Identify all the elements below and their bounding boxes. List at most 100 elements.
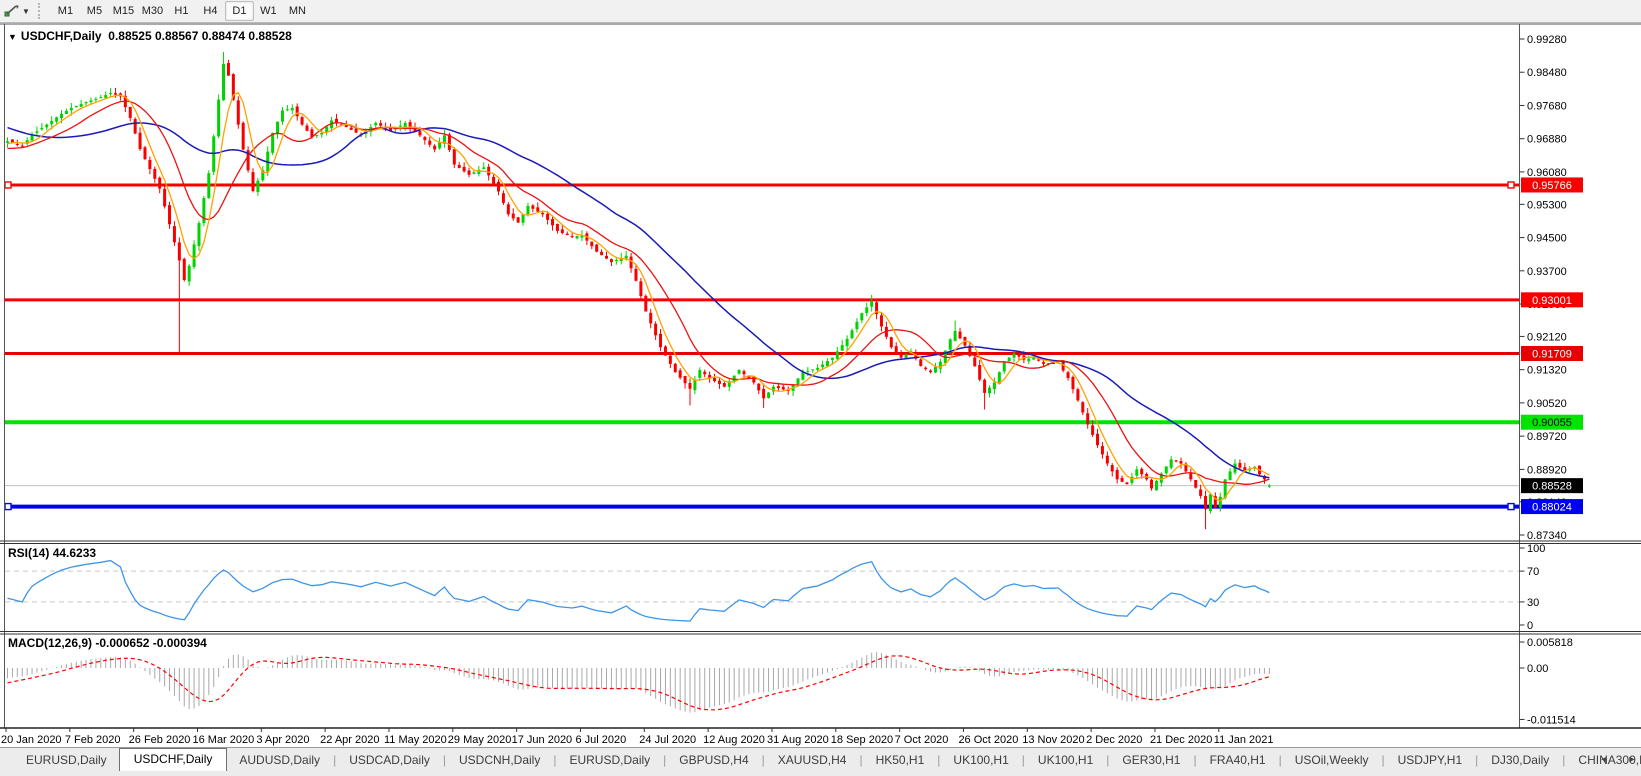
tab-separator: | xyxy=(1193,753,1197,767)
chart-symbol-label: ▼ USDCHF,Daily 0.88525 0.88567 0.88474 0.… xyxy=(8,29,292,43)
chart-tab-uk100-h1[interactable]: UK100,H1 xyxy=(953,753,1009,767)
chart-tab-usdjpy-h1[interactable]: USDJPY,H1 xyxy=(1397,753,1463,767)
chart-tab-usdchf-daily[interactable]: USDCHF,Daily xyxy=(118,747,228,773)
timeframe-button-m30[interactable]: M30 xyxy=(141,5,164,17)
svg-text:6 Jul 2020: 6 Jul 2020 xyxy=(575,734,626,746)
macd-values: -0.000652 -0.000394 xyxy=(95,636,207,650)
chart-tabs: EURUSD,Daily USDCHF,Daily AUDUSD,Daily | USD… xyxy=(14,747,1641,773)
svg-text:0.88528: 0.88528 xyxy=(1532,481,1572,493)
chart-tab-audusd-daily[interactable]: AUDUSD,Daily xyxy=(239,753,321,767)
svg-text:0.91709: 0.91709 xyxy=(1532,349,1572,361)
tab-separator: | xyxy=(1278,753,1282,767)
svg-text:0.00: 0.00 xyxy=(1527,663,1548,675)
svg-text:7 Oct 2020: 7 Oct 2020 xyxy=(895,734,949,746)
svg-text:0.93001: 0.93001 xyxy=(1532,295,1572,307)
rsi-indicator-label: RSI(14) 44.6233 xyxy=(8,546,96,560)
chart-tab-hk50-h1[interactable]: HK50,H1 xyxy=(875,753,925,767)
svg-text:30: 30 xyxy=(1527,597,1539,609)
svg-text:0.92120: 0.92120 xyxy=(1527,331,1567,343)
chart-collapse-icon[interactable]: ▼ xyxy=(8,32,17,42)
tab-separator: | xyxy=(1381,753,1385,767)
svg-text:3 Apr 2020: 3 Apr 2020 xyxy=(256,734,309,746)
chart-tab-uk100-h1[interactable]: UK100,H1 xyxy=(1037,753,1094,767)
svg-text:31 Aug 2020: 31 Aug 2020 xyxy=(767,734,829,746)
chart-tool-dropdown-caret[interactable]: ▼ xyxy=(22,6,30,16)
chart-tab-china300-h1[interactable]: CHINA300,H1 xyxy=(1578,753,1641,767)
chart-tab-bar: EURUSD,Daily USDCHF,Daily AUDUSD,Daily | USD… xyxy=(0,747,1641,773)
svg-text:17 Jun 2020: 17 Jun 2020 xyxy=(512,734,573,746)
tab-separator: | xyxy=(663,753,667,767)
chart-tab-dj30-daily[interactable]: DJ30,Daily xyxy=(1491,753,1550,767)
timeframe-button-m15[interactable]: M15 xyxy=(112,5,135,17)
svg-text:0.90055: 0.90055 xyxy=(1532,417,1572,429)
rsi-value: 44.6233 xyxy=(52,546,97,560)
tab-separator: | xyxy=(761,753,765,767)
tab-separator: | xyxy=(937,753,941,767)
chart-tab-eurusd-daily[interactable]: EURUSD,Daily xyxy=(26,753,107,767)
svg-text:0.88024: 0.88024 xyxy=(1532,502,1572,514)
svg-text:2 Dec 2020: 2 Dec 2020 xyxy=(1086,734,1142,746)
tab-separator: | xyxy=(1475,753,1479,767)
timeframe-button-h4[interactable]: H4 xyxy=(203,5,218,17)
svg-text:24 Jul 2020: 24 Jul 2020 xyxy=(639,734,696,746)
svg-text:16 Mar 2020: 16 Mar 2020 xyxy=(192,734,254,746)
timeframe-button-mn[interactable]: MN xyxy=(288,5,306,17)
toolbar-grip xyxy=(37,3,45,19)
tabs-scroll-right-icon[interactable]: ► xyxy=(1627,754,1637,764)
svg-text:100: 100 xyxy=(1527,543,1545,555)
timeframe-button-m5[interactable]: M5 xyxy=(86,5,103,17)
timeframe-button-m1[interactable]: M1 xyxy=(57,5,74,17)
timeframe-button-h1[interactable]: H1 xyxy=(174,5,189,17)
svg-text:0: 0 xyxy=(1527,620,1533,632)
chart-tab-xauusd-h4[interactable]: XAUUSD,H4 xyxy=(777,753,847,767)
svg-text:11 Jan 2021: 11 Jan 2021 xyxy=(1214,734,1274,746)
timeframe-toolbar: ▼ M1 M5 M15 M30 H1 H4 D1 W1 MN xyxy=(0,0,1641,23)
svg-text:0.96880: 0.96880 xyxy=(1527,134,1567,146)
svg-text:12 Aug 2020: 12 Aug 2020 xyxy=(703,734,765,746)
svg-text:0.95766: 0.95766 xyxy=(1532,180,1572,192)
chart-tab-usoil-weekly[interactable]: USOil,Weekly xyxy=(1294,753,1369,767)
svg-text:0.87340: 0.87340 xyxy=(1527,530,1567,542)
timeframe-button-d1[interactable]: D1 xyxy=(224,1,254,21)
svg-text:26 Oct 2020: 26 Oct 2020 xyxy=(958,734,1018,746)
svg-text:29 May 2020: 29 May 2020 xyxy=(448,734,512,746)
chart-tab-fra40-h1[interactable]: FRA40,H1 xyxy=(1209,753,1266,767)
tab-separator: | xyxy=(333,753,337,767)
svg-text:0.94500: 0.94500 xyxy=(1527,233,1567,245)
chart-tool-icon[interactable] xyxy=(3,3,21,19)
tabs-scroll-left-icon[interactable]: ◄ xyxy=(1599,754,1609,764)
chart-tab-ger30-h1[interactable]: GER30,H1 xyxy=(1122,753,1181,767)
price-chart-canvas[interactable]: 0.99280 0.98480 0.97680 0.96880 0.96080 0.953… xyxy=(0,23,1641,747)
timeframe-buttons: M1 M5 M15 M30 H1 H4 D1 W1 MN xyxy=(51,1,312,21)
chart-tab-usdcad-daily[interactable]: USDCAD,Daily xyxy=(349,753,430,767)
window-edge xyxy=(0,771,1641,776)
svg-text:0.91320: 0.91320 xyxy=(1527,365,1567,377)
tab-separator: | xyxy=(1106,753,1110,767)
chart-tab-usdcnh-daily[interactable]: USDCNH,Daily xyxy=(459,753,541,767)
tab-separator: | xyxy=(1021,753,1025,767)
svg-text:11 May 2020: 11 May 2020 xyxy=(384,734,447,746)
chart-tab-eurusd-daily[interactable]: EURUSD,Daily xyxy=(569,753,651,767)
timeframe-button-w1[interactable]: W1 xyxy=(260,5,277,17)
svg-text:0.90520: 0.90520 xyxy=(1527,398,1567,410)
svg-text:0.95300: 0.95300 xyxy=(1527,199,1567,211)
svg-text:0.005818: 0.005818 xyxy=(1527,637,1573,649)
svg-text:22 Apr 2020: 22 Apr 2020 xyxy=(320,734,379,746)
svg-text:0.93700: 0.93700 xyxy=(1527,266,1567,278)
chart-tab-gbpusd-h4[interactable]: GBPUSD,H4 xyxy=(679,753,749,767)
svg-text:0.98480: 0.98480 xyxy=(1527,67,1567,79)
svg-text:0.97680: 0.97680 xyxy=(1527,100,1567,112)
chart-symbol-period: USDCHF,Daily xyxy=(20,29,102,43)
svg-text:20 Jan 2020: 20 Jan 2020 xyxy=(1,734,62,746)
tab-separator: | xyxy=(442,753,446,767)
macd-indicator-label: MACD(12,26,9) -0.000652 -0.000394 xyxy=(8,636,207,650)
svg-text:7 Feb 2020: 7 Feb 2020 xyxy=(65,734,121,746)
chart-window[interactable]: 0.99280 0.98480 0.97680 0.96880 0.96080 0.953… xyxy=(0,23,1641,747)
svg-text:0.89720: 0.89720 xyxy=(1527,431,1567,443)
svg-text:26 Feb 2020: 26 Feb 2020 xyxy=(129,734,191,746)
svg-text:-0.011514: -0.011514 xyxy=(1527,714,1576,726)
tab-separator: | xyxy=(553,753,557,767)
svg-text:0.96080: 0.96080 xyxy=(1527,167,1567,179)
svg-text:18 Sep 2020: 18 Sep 2020 xyxy=(831,734,893,746)
